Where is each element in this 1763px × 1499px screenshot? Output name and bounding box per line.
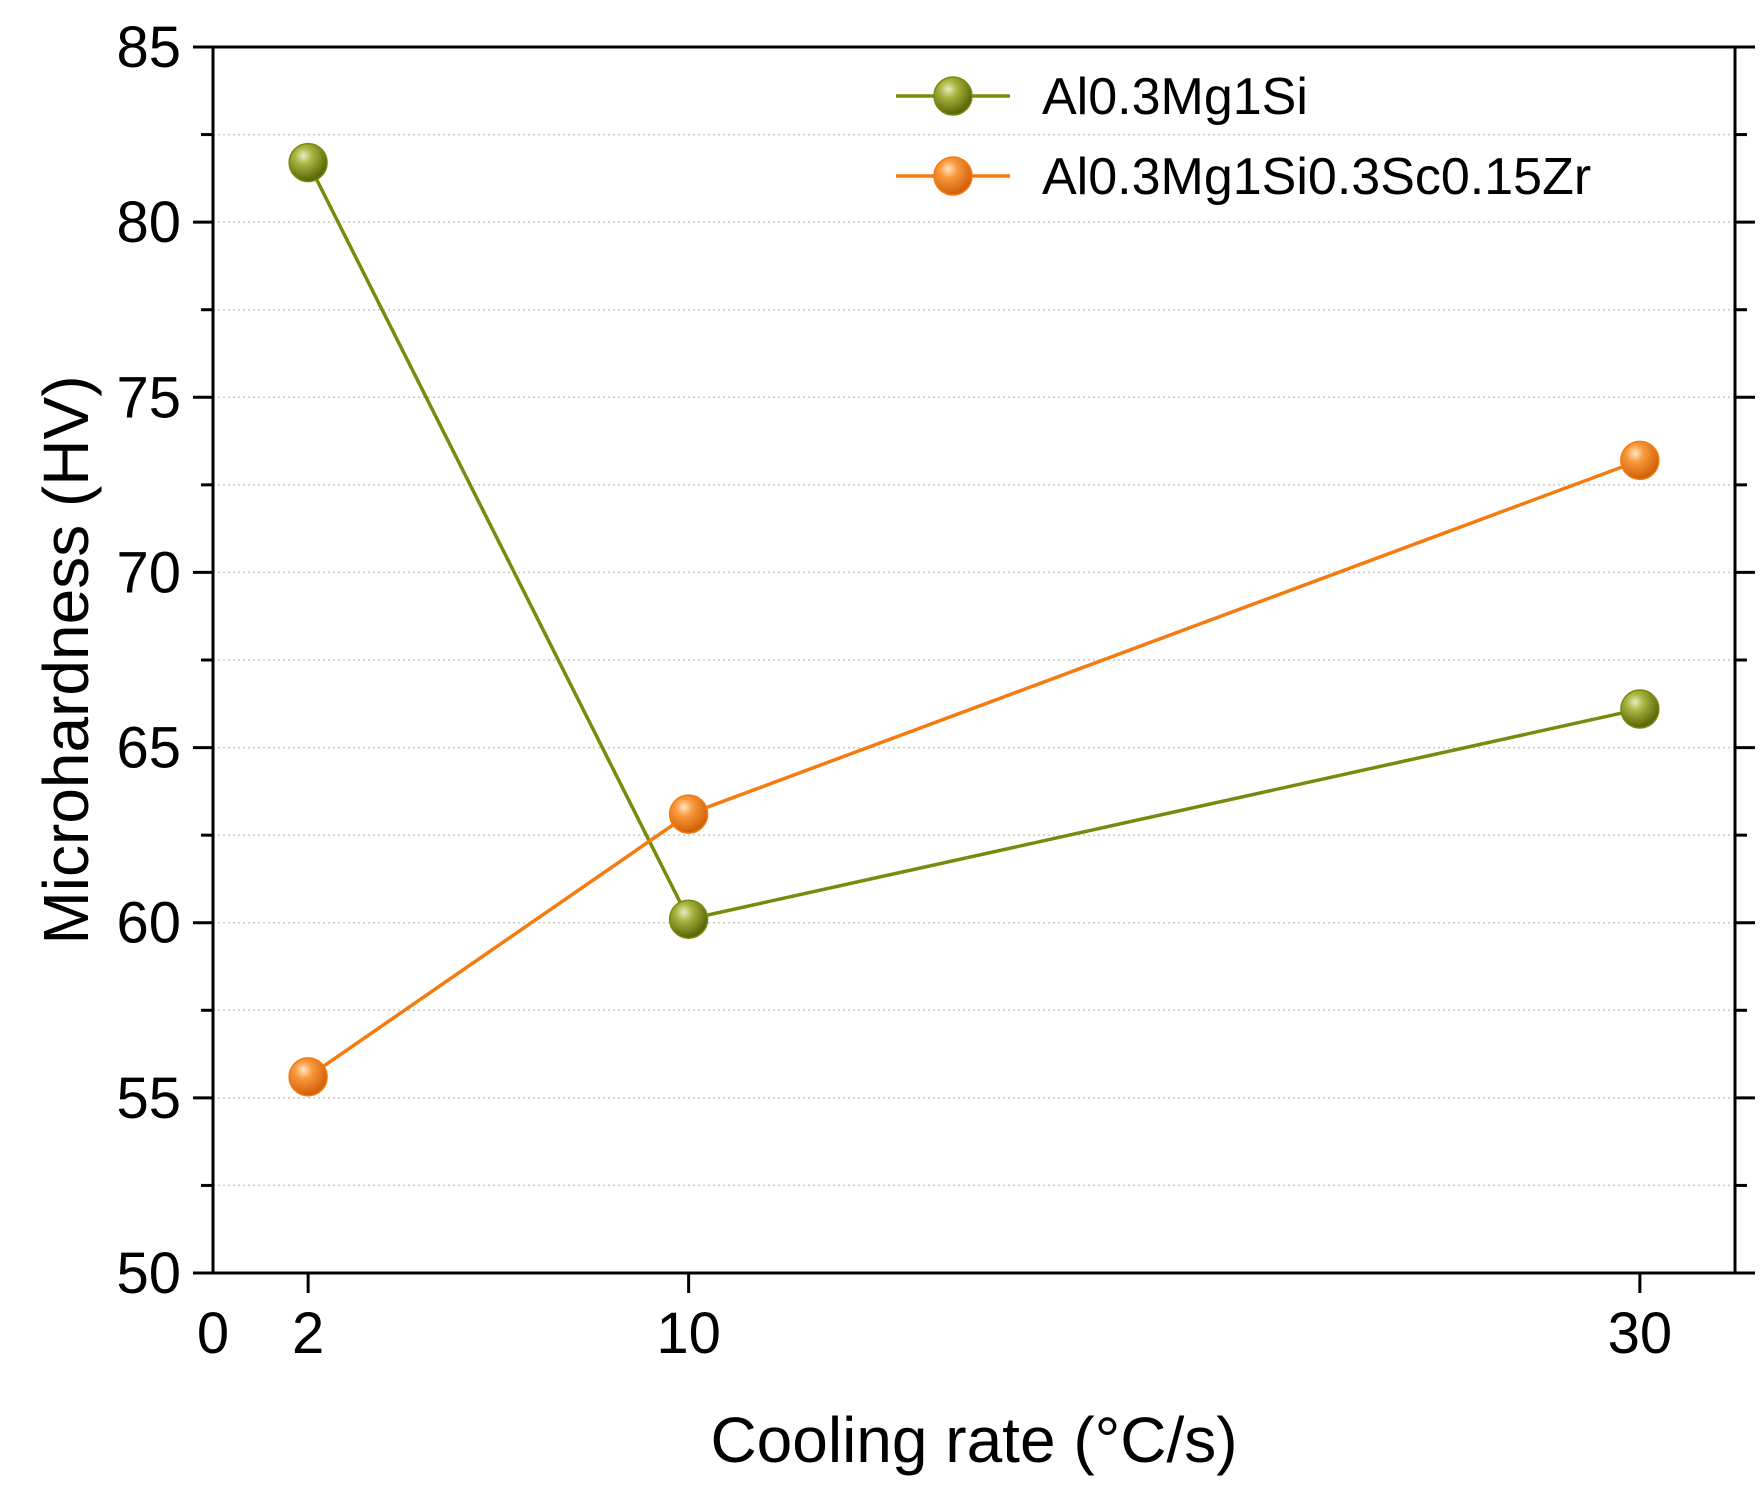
series-1 (288, 440, 1660, 1097)
series-0 (288, 142, 1660, 939)
data-point (1620, 689, 1660, 729)
tick-labels: 50 55 60 65 70 75 80 85 0 2 10 30 (116, 15, 1672, 1366)
y-tick-label: 70 (116, 540, 181, 605)
y-tick-label: 65 (116, 716, 181, 781)
y-tick-label: 85 (116, 15, 181, 80)
axis-ticks (193, 45, 1755, 1293)
y-tick-label: 55 (116, 1066, 181, 1131)
y-tick-label: 75 (116, 365, 181, 430)
y-axis-title: Microhardness (HV) (30, 375, 102, 944)
data-point (668, 794, 709, 834)
legend-marker-al0-3mg1si (933, 76, 973, 116)
data-point (288, 142, 328, 183)
y-tick-label: 60 (116, 891, 181, 956)
data-point (668, 899, 709, 939)
y-tick-label: 50 (116, 1241, 181, 1306)
series-line-0 (306, 161, 1641, 922)
gridlines (213, 133, 1735, 1187)
x-tick-label: 30 (1608, 1301, 1673, 1366)
legend-entry-al0-3mg1si: Al0.3Mg1Si (896, 68, 1308, 126)
y-tick-label: 80 (116, 190, 181, 255)
series-line-1 (307, 458, 1641, 1079)
series-layer (288, 142, 1660, 1097)
data-point (1620, 440, 1660, 481)
legend-entry-al0-3mg1si0-3sc0-15zr: Al0.3Mg1Si0.3Sc0.15Zr (896, 148, 1591, 206)
legend-label-al0-3mg1si0-3sc0-15zr: Al0.3Mg1Si0.3Sc0.15Zr (1042, 148, 1591, 206)
x-tick-label: 2 (292, 1301, 324, 1366)
x-tick-label: 0 (197, 1301, 229, 1366)
x-tick-label: 10 (656, 1301, 721, 1366)
legend-marker-al0-3mg1si0-3sc0-15zr (933, 156, 973, 196)
legend-label-al0-3mg1si: Al0.3Mg1Si (1042, 68, 1308, 126)
legend: Al0.3Mg1Si Al0.3Mg1Si0.3Sc0.15Zr (896, 68, 1591, 206)
x-axis-title: Cooling rate (°C/s) (710, 1404, 1237, 1476)
data-point (288, 1057, 328, 1097)
